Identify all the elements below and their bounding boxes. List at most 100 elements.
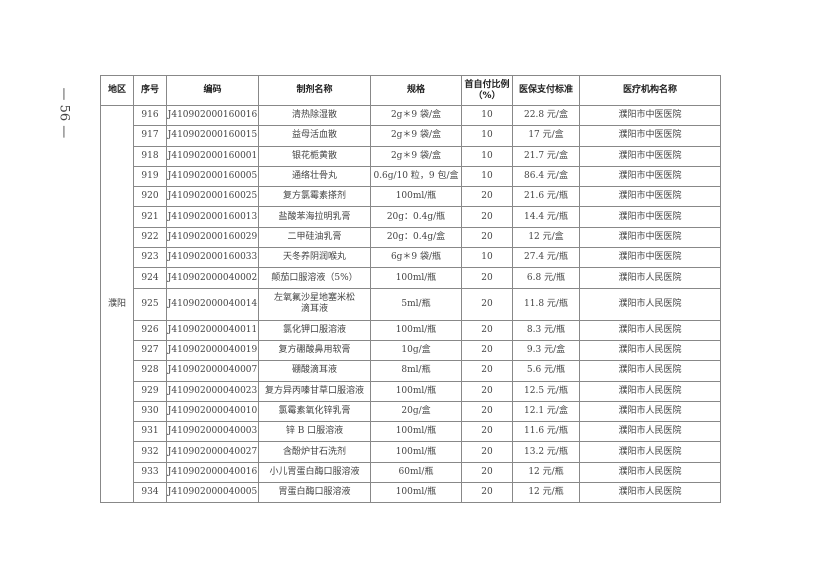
ratio-cell: 20 xyxy=(461,319,513,341)
table-row: 928 J410902000040007 硼酸滴耳液 8ml/瓶 20 5.6 元/瓶 濮阳… xyxy=(101,360,721,382)
spec-cell: 100ml/瓶 xyxy=(370,319,462,341)
table-row: 930 J410902000040010 氯霉素氧化锌乳膏 20g/盒 20 12.1 元… xyxy=(101,400,721,423)
price-cell: 12 元/瓶 xyxy=(512,461,580,484)
code-cell: J410902000040003 xyxy=(166,421,259,443)
price-cell: 21.7 元/盒 xyxy=(512,145,580,167)
institution-cell: 濮阳市中医医院 xyxy=(579,104,721,127)
header-name: 制剂名称 xyxy=(258,75,371,106)
spec-cell: 2g＊9 袋/盒 xyxy=(370,104,462,127)
code-cell: J410902000040007 xyxy=(166,360,259,382)
name-cell: 左氧氟沙星地塞米松滴耳液 xyxy=(258,287,371,321)
price-cell: 13.2 元/瓶 xyxy=(512,441,580,463)
table-row: 932 J410902000040027 含酚炉甘石洗剂 100ml/瓶 20 13.2 … xyxy=(101,441,721,463)
institution-cell: 濮阳市中医医院 xyxy=(579,206,721,228)
price-cell: 11.6 元/瓶 xyxy=(512,421,580,443)
institution-cell: 濮阳市中医医院 xyxy=(579,145,721,167)
table-row: 922 J410902000160029 二甲硅油乳膏 20g：0.4g/盒 20 12 … xyxy=(101,226,721,249)
spec-cell: 5ml/瓶 xyxy=(370,287,462,321)
seq-cell: 925 xyxy=(133,287,167,321)
seq-cell: 931 xyxy=(133,421,167,443)
name-cell: 银花栀黄散 xyxy=(258,145,371,167)
price-cell: 8.3 元/瓶 xyxy=(512,319,580,341)
drug-table: 地区 序号 编码 制剂名称 规格 首自付比例（%） 医保支付标准 医疗机构名称 濮阳 916 J4… xyxy=(100,75,721,504)
header-code: 编码 xyxy=(166,75,259,106)
code-cell: J410902000040027 xyxy=(166,441,259,463)
price-cell: 9.3 元/盒 xyxy=(512,339,580,362)
institution-cell: 濮阳市人民医院 xyxy=(579,267,721,289)
ratio-cell: 10 xyxy=(461,145,513,167)
institution-cell: 濮阳市中医医院 xyxy=(579,226,721,249)
name-cell: 复方硼酸鼻用软膏 xyxy=(258,339,371,362)
table-row: 918 J410902000160001 银花栀黄散 2g＊9 袋/盒 10 21.7 元… xyxy=(101,145,721,167)
institution-cell: 濮阳市人民医院 xyxy=(579,319,721,341)
seq-cell: 919 xyxy=(133,165,167,188)
institution-cell: 濮阳市人民医院 xyxy=(579,287,721,321)
ratio-cell: 10 xyxy=(461,247,513,269)
price-cell: 5.6 元/瓶 xyxy=(512,360,580,382)
table-row: 934 J410902000040005 胃蛋白酶口服溶液 100ml/瓶 20 12 元… xyxy=(101,482,721,504)
header-ratio: 首自付比例（%） xyxy=(461,75,513,106)
price-cell: 27.4 元/瓶 xyxy=(512,247,580,269)
institution-cell: 濮阳市人民医院 xyxy=(579,461,721,484)
ratio-cell: 20 xyxy=(461,206,513,228)
header-region: 地区 xyxy=(100,75,134,106)
name-cell: 二甲硅油乳膏 xyxy=(258,226,371,249)
price-cell: 21.6 元/瓶 xyxy=(512,186,580,208)
name-cell: 清热除湿散 xyxy=(258,104,371,127)
code-cell: J410902000160016 xyxy=(166,104,259,127)
name-cell: 盐酸苯海拉明乳膏 xyxy=(258,206,371,228)
table-header: 地区 序号 编码 制剂名称 规格 首自付比例（%） 医保支付标准 医疗机构名称 xyxy=(100,75,721,106)
institution-cell: 濮阳市人民医院 xyxy=(579,360,721,382)
table-row: 926 J410902000040011 氯化钾口服溶液 100ml/瓶 20 8.3 元… xyxy=(101,319,721,341)
name-cell: 益母活血散 xyxy=(258,125,371,147)
spec-cell: 100ml/瓶 xyxy=(370,482,462,504)
seq-cell: 928 xyxy=(133,360,167,382)
seq-cell: 918 xyxy=(133,145,167,167)
institution-cell: 濮阳市中医医院 xyxy=(579,247,721,269)
code-cell: J410902000040016 xyxy=(166,461,259,484)
spec-cell: 20g：0.4g/瓶 xyxy=(370,206,462,228)
header-seq: 序号 xyxy=(133,75,167,106)
spec-cell: 100ml/瓶 xyxy=(370,186,462,208)
price-cell: 86.4 元/盒 xyxy=(512,165,580,188)
name-cell: 氯霉素氧化锌乳膏 xyxy=(258,400,371,423)
name-cell: 复方异丙嗪甘草口服溶液 xyxy=(258,380,371,402)
code-cell: J410902000160015 xyxy=(166,125,259,147)
region-cell: 濮阳 xyxy=(100,104,134,504)
price-cell: 12 元/盒 xyxy=(512,226,580,249)
institution-cell: 濮阳市人民医院 xyxy=(579,421,721,443)
spec-cell: 2g＊9 袋/盒 xyxy=(370,145,462,167)
seq-cell: 930 xyxy=(133,400,167,423)
seq-cell: 922 xyxy=(133,226,167,249)
table-row: 924 J410902000040002 颠茄口服溶液（5%） 100ml/瓶 20 6.… xyxy=(101,267,721,289)
table-row: 925 J410902000040014 左氧氟沙星地塞米松滴耳液 5ml/瓶 20 11… xyxy=(101,287,721,321)
institution-cell: 濮阳市人民医院 xyxy=(579,339,721,362)
spec-cell: 100ml/瓶 xyxy=(370,380,462,402)
table-row: 921 J410902000160013 盐酸苯海拉明乳膏 20g：0.4g/瓶 20 1… xyxy=(101,206,721,228)
table-row: 923 J410902000160033 天冬养阴润喉丸 6g＊9 袋/瓶 10 27.4… xyxy=(101,247,721,269)
name-cell: 硼酸滴耳液 xyxy=(258,360,371,382)
code-cell: J410902000040011 xyxy=(166,319,259,341)
code-cell: J410902000160005 xyxy=(166,165,259,188)
page-number: — 56 — xyxy=(56,87,72,139)
price-cell: 22.8 元/盒 xyxy=(512,104,580,127)
spec-cell: 60ml/瓶 xyxy=(370,461,462,484)
code-cell: J410902000040005 xyxy=(166,482,259,504)
seq-cell: 934 xyxy=(133,482,167,504)
seq-cell: 921 xyxy=(133,206,167,228)
seq-cell: 927 xyxy=(133,339,167,362)
price-cell: 12.5 元/瓶 xyxy=(512,380,580,402)
spec-cell: 6g＊9 袋/瓶 xyxy=(370,247,462,269)
ratio-cell: 20 xyxy=(461,360,513,382)
name-cell: 小儿胃蛋白酶口服溶液 xyxy=(258,461,371,484)
seq-cell: 932 xyxy=(133,441,167,463)
name-cell: 氯化钾口服溶液 xyxy=(258,319,371,341)
spec-cell: 100ml/瓶 xyxy=(370,267,462,289)
institution-cell: 濮阳市人民医院 xyxy=(579,400,721,423)
code-cell: J410902000040002 xyxy=(166,267,259,289)
table-row: 920 J410902000160025 复方氯霉素搽剂 100ml/瓶 20 21.6 … xyxy=(101,186,721,208)
code-cell: J410902000040014 xyxy=(166,287,259,321)
ratio-cell: 20 xyxy=(461,461,513,484)
table-row: 濮阳 916 J410902000160016 清热除湿散 2g＊9 袋/盒 10 22.8… xyxy=(100,104,721,504)
spec-cell: 20g：0.4g/盒 xyxy=(370,226,462,249)
